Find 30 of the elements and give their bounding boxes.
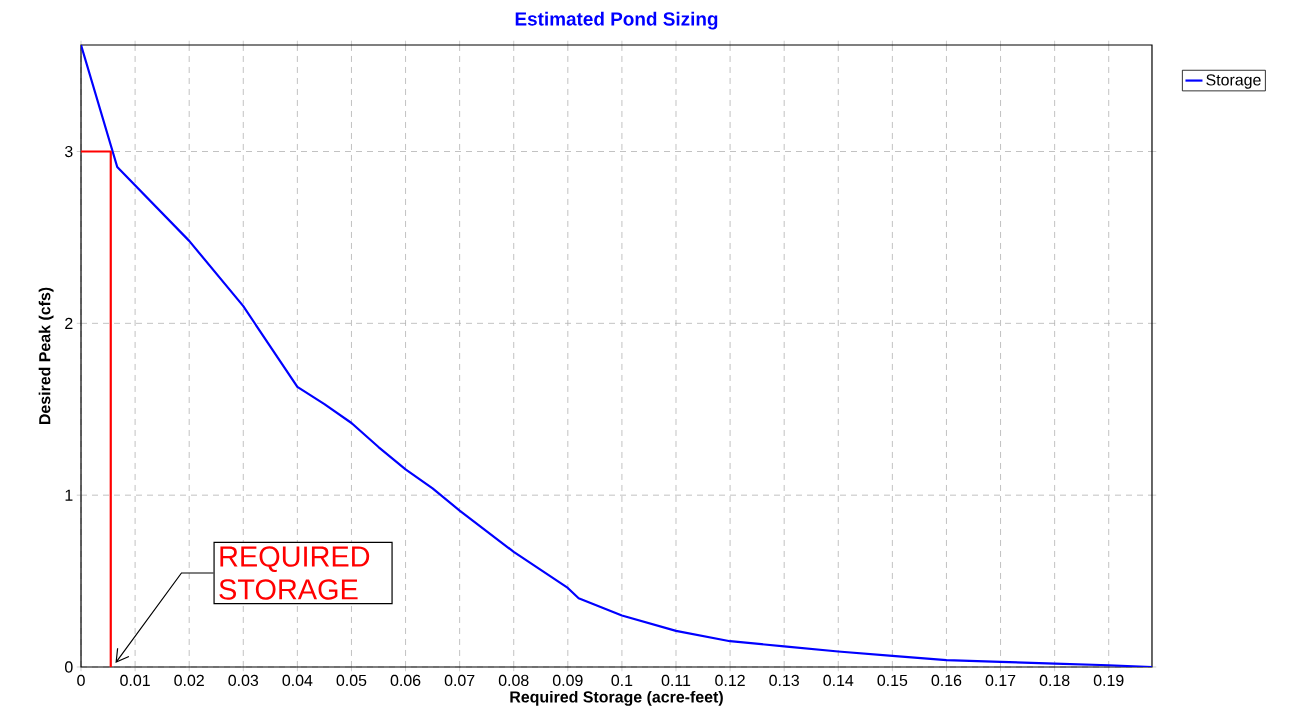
x-tick-label: 0.02 (174, 674, 204, 687)
y-tick-label: 1 (65, 489, 73, 501)
x-tick-label: 0.19 (1093, 674, 1124, 687)
x-tick-label: 0 (77, 674, 85, 687)
annotation: REQUIRED STORAGE (219, 546, 370, 600)
x-tick-label: 0.05 (336, 674, 367, 687)
legend-label: Storage (1206, 74, 1261, 89)
x-tick-label: 0.18 (1039, 674, 1070, 687)
x-tick-label: 0.15 (877, 674, 908, 687)
x-tick-label: 0.13 (769, 674, 799, 687)
y-tick-label: 3 (64, 145, 73, 158)
y-tick-label: 0 (65, 661, 73, 673)
x-tick-label: 0.1 (611, 674, 633, 687)
x-axis-title: Required Storage (acre-feet) (510, 690, 723, 706)
x-tick-label: 0.11 (661, 674, 691, 687)
x-tick-label: 0.03 (228, 674, 259, 687)
x-tick-label: 0.12 (715, 674, 745, 687)
x-tick-label: 0.04 (282, 674, 313, 687)
x-tick-label: 0.06 (390, 674, 421, 687)
x-tick-label: 0.17 (985, 674, 1016, 687)
x-tick-label: 0.09 (552, 674, 583, 687)
chart-title: Estimated Pond Sizing (515, 11, 718, 30)
x-tick-label: 0.07 (444, 674, 475, 687)
line-series (81, 44, 1152, 667)
x-tick-label: 0.01 (120, 674, 150, 687)
x-tick-label: 0.14 (823, 674, 854, 687)
x-tick-label: 0.08 (498, 674, 529, 687)
y-axis-title: Desired Peak (cfs) (38, 287, 54, 425)
y-tick-label: 2 (65, 317, 73, 329)
x-tick-label: 0.16 (931, 674, 962, 687)
